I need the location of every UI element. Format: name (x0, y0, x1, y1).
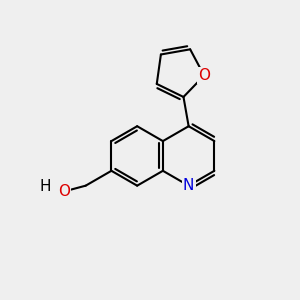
Text: O: O (58, 184, 70, 199)
Text: H: H (40, 179, 51, 194)
Text: N: N (183, 178, 194, 193)
Text: O: O (198, 68, 210, 83)
